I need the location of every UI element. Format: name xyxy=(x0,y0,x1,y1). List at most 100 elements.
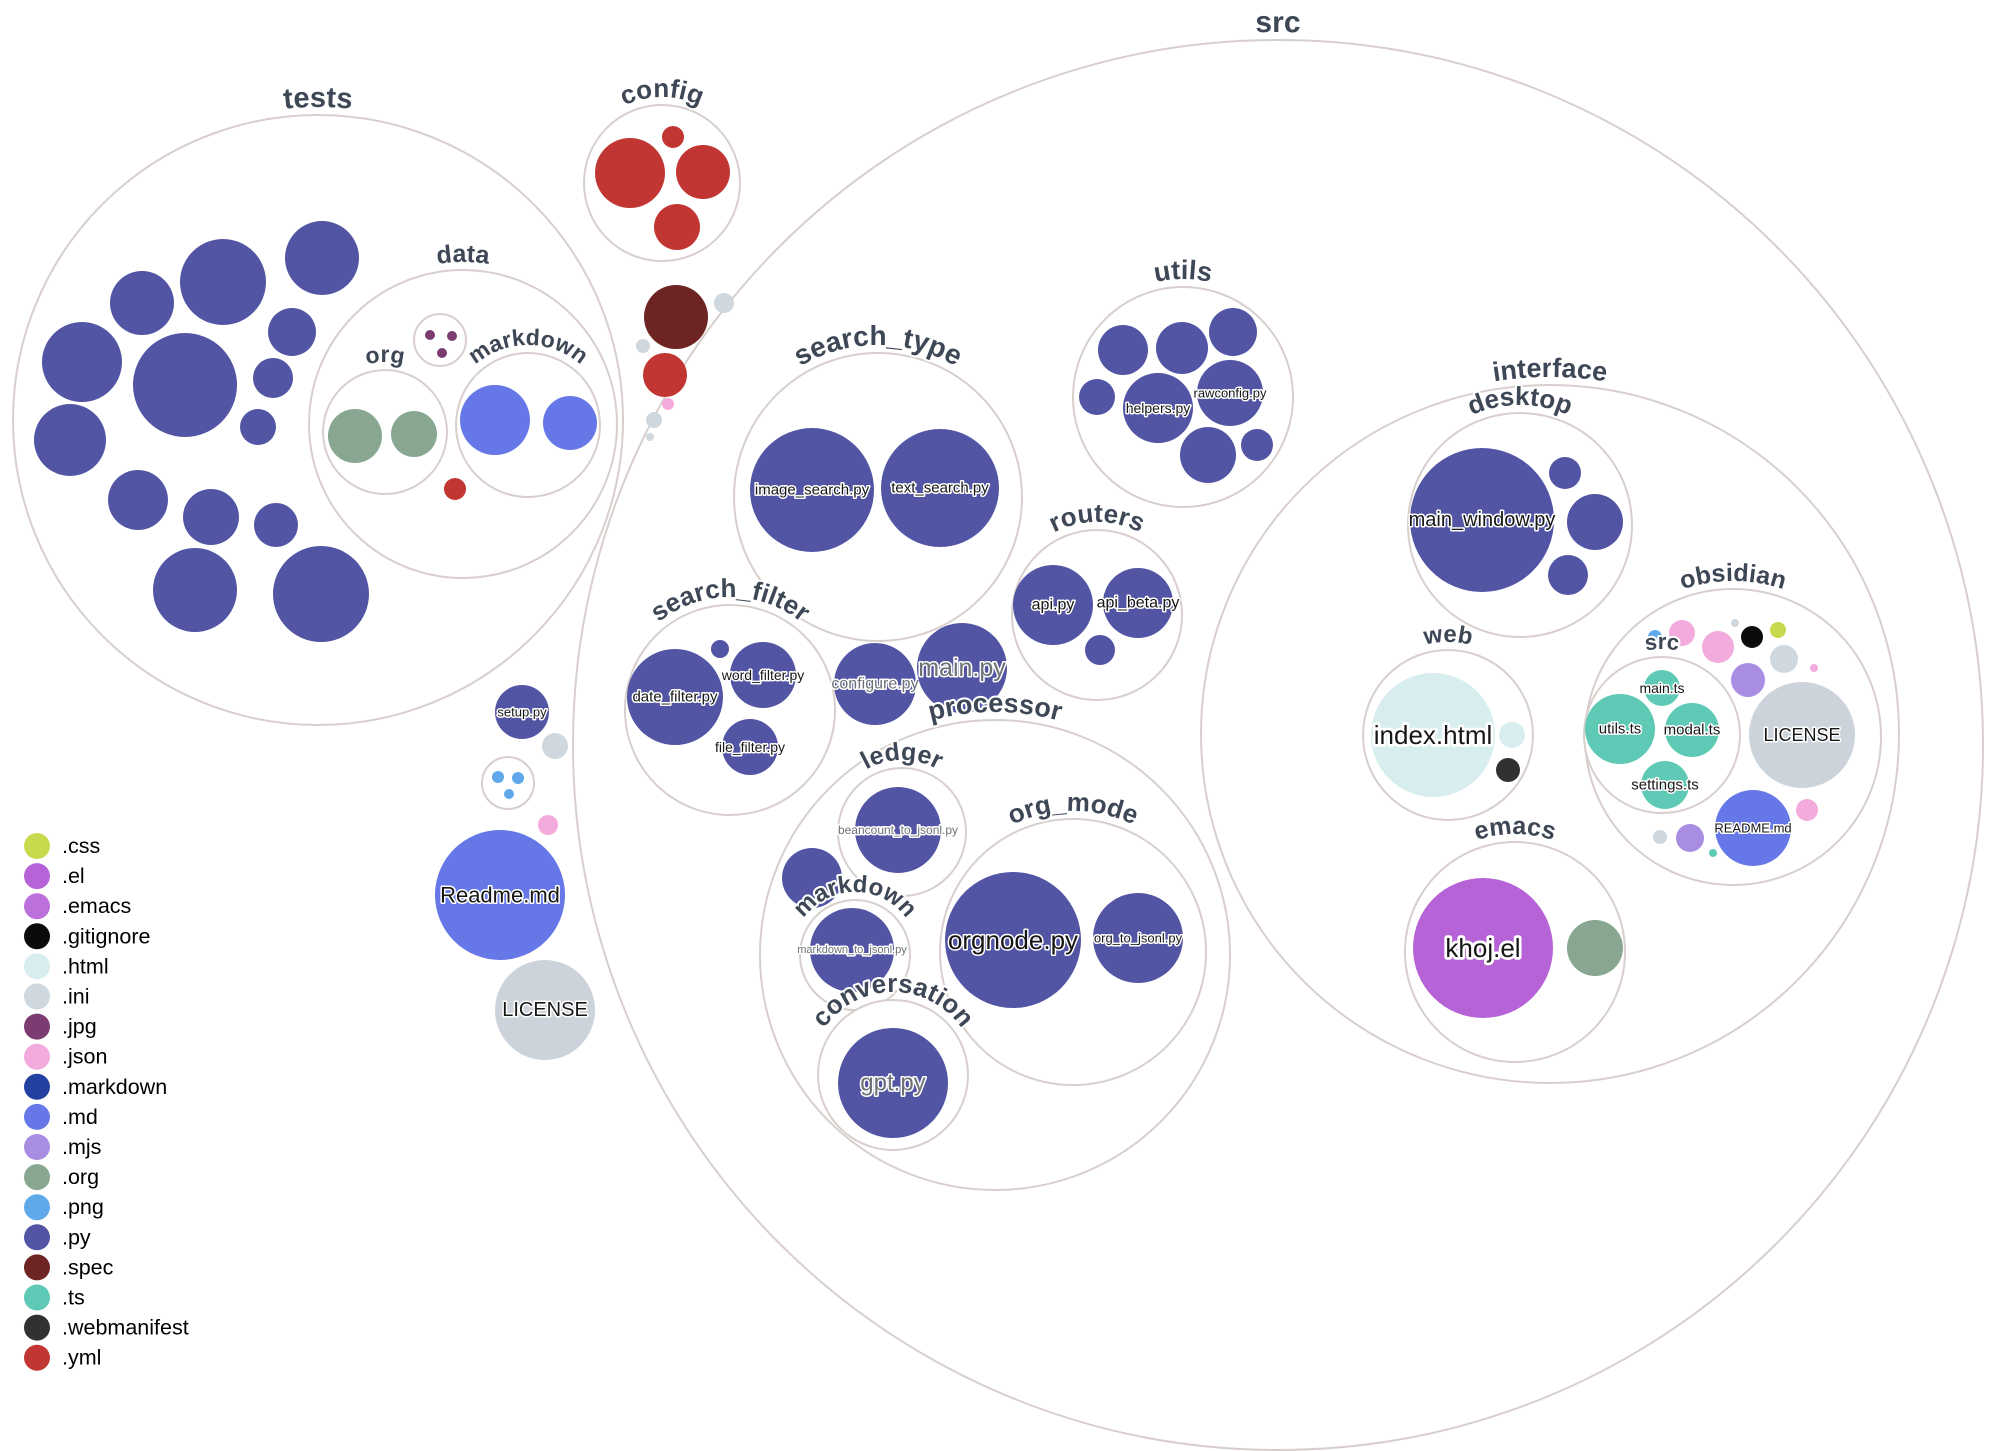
file-circle-org xyxy=(328,409,382,463)
legend-label-emacs: .emacs xyxy=(62,894,131,918)
folder-label-data: data xyxy=(435,240,492,270)
file-image_search.py: image_search.py xyxy=(750,428,874,552)
file-webmanifest xyxy=(1496,758,1520,782)
file-circle-text_search.py xyxy=(881,429,999,547)
file-circle-ini xyxy=(1731,619,1739,627)
file-py xyxy=(108,470,168,530)
file-circle-py xyxy=(183,489,239,545)
folder-label-interface: interface xyxy=(1490,353,1609,387)
file-circle-json xyxy=(1796,799,1818,821)
legend-item-jpg: .jpg xyxy=(24,1013,97,1040)
file-circle-yml xyxy=(444,478,466,500)
file-circle-yml xyxy=(595,138,665,208)
file-yml xyxy=(654,204,700,250)
file-api_beta.py: api_beta.py xyxy=(1095,568,1181,638)
file-circle-beancount_to_jsonl.py xyxy=(855,787,941,873)
file-circle-py xyxy=(253,358,293,398)
file-circle-py xyxy=(254,503,298,547)
legend-label-mjs: .mjs xyxy=(62,1135,101,1159)
folder-label-tests: tests xyxy=(282,82,354,116)
file-circle-py xyxy=(273,546,369,642)
file-circle-yml xyxy=(654,204,700,250)
file-label-image_search.py: image_search.py xyxy=(755,482,870,499)
file-ini xyxy=(714,293,734,313)
file-png xyxy=(492,771,504,783)
file-json xyxy=(662,398,674,410)
legend-item-emacs: .emacs xyxy=(24,893,131,920)
file-circle-yml xyxy=(662,126,684,148)
folder-tests: org markdown data tests xyxy=(12,80,624,726)
file-label-file_filter.py: file_filter.py xyxy=(715,739,785,755)
file-py xyxy=(711,640,729,658)
file-circle-main.ts xyxy=(1644,670,1680,706)
file-circle-yml xyxy=(676,145,730,199)
legend-swatch-markdown-icon xyxy=(24,1073,50,1100)
file-py xyxy=(1085,635,1115,665)
file-circle-json xyxy=(1669,620,1695,646)
file-circle-api.py xyxy=(1013,565,1093,645)
file-circle-py xyxy=(240,409,276,445)
file-circle-css xyxy=(1770,622,1786,638)
file-org xyxy=(328,409,382,463)
file-main.py: main.py xyxy=(917,623,1008,713)
legend-swatch-py-icon xyxy=(24,1224,50,1251)
folder-circle-search_type xyxy=(733,352,1023,642)
legend-label-spec: .spec xyxy=(62,1255,114,1279)
folder-jpg-images-group xyxy=(413,313,467,367)
file-circle-mjs xyxy=(1731,663,1765,697)
file-beancount_to_jsonl.py: beancount_to_jsonl.py xyxy=(836,787,960,873)
file-circle-png xyxy=(504,789,514,799)
file-yml xyxy=(595,138,665,208)
legend-item-css: .css xyxy=(24,833,100,859)
file-circle-LICENSE xyxy=(495,960,595,1060)
file-label-main_window.py: main_window.py xyxy=(1409,509,1556,531)
file-utils.ts: utils.ts xyxy=(1585,694,1655,764)
file-label-utils.ts: utils.ts xyxy=(1599,721,1642,738)
file-text_search.py: text_search.py xyxy=(881,429,999,547)
file-py xyxy=(1209,308,1257,356)
file-circle-configure.py xyxy=(834,643,916,725)
file-md xyxy=(460,385,530,455)
file-circle-py xyxy=(1180,427,1236,483)
file-json xyxy=(1669,620,1695,646)
legend-label-webmanifest: .webmanifest xyxy=(62,1316,189,1340)
legend-label-json: .json xyxy=(62,1045,107,1069)
file-circle-ini xyxy=(1770,645,1798,673)
file-README.md: README.md xyxy=(1713,790,1793,866)
file-main.ts: main.ts xyxy=(1638,670,1686,706)
file-circle-main.py xyxy=(917,623,1007,713)
legend-label-md: .md xyxy=(62,1105,98,1129)
file-khoj.el: khoj.el xyxy=(1413,878,1553,1018)
legend-swatch-md-icon xyxy=(24,1103,50,1130)
file-circle-org xyxy=(1567,920,1623,976)
file-label-main.ts: main.ts xyxy=(1639,680,1684,696)
extension-legend: .css .el .emacs .gitignore .html .ini .jpg .jso… xyxy=(24,833,189,1371)
folder-label-obsidian-src: src xyxy=(1643,629,1681,655)
folder-png-images-group xyxy=(481,756,535,810)
file-circle-README.md xyxy=(1715,790,1791,866)
legend-label-org: .org xyxy=(62,1165,99,1189)
file-label-date_filter.py: date_filter.py xyxy=(632,689,718,706)
file-circle-yml xyxy=(643,353,687,397)
file-circle-py xyxy=(1548,555,1588,595)
folder-obsidian-src: main.ts utils.ts modal.ts settings.ts src xyxy=(1583,627,1741,814)
file-helpers.py: helpers.py xyxy=(1123,373,1193,443)
file-gpt.py: gpt.py xyxy=(838,1028,948,1138)
file-orgnode.py: orgnode.py xyxy=(945,872,1081,1008)
file-Readme.md: Readme.md xyxy=(435,830,565,960)
file-label-org_to_jsonl.py: org_to_jsonl.py xyxy=(1094,931,1183,946)
legend-label-ts: .ts xyxy=(62,1286,85,1310)
folder-label-org: org xyxy=(363,341,407,369)
file-circle-helpers.py xyxy=(1123,373,1193,443)
legend-item-webmanifest: .webmanifest xyxy=(24,1314,189,1341)
file-circle-py xyxy=(1098,325,1148,375)
file-label-configure.py: configure.py xyxy=(831,676,918,693)
file-label-gpt.py: gpt.py xyxy=(860,1070,925,1097)
file-circle-markdown_to_jsonl.py xyxy=(810,908,894,992)
legend-item-yml: .yml xyxy=(24,1344,101,1371)
legend-swatch-png-icon xyxy=(24,1194,50,1221)
